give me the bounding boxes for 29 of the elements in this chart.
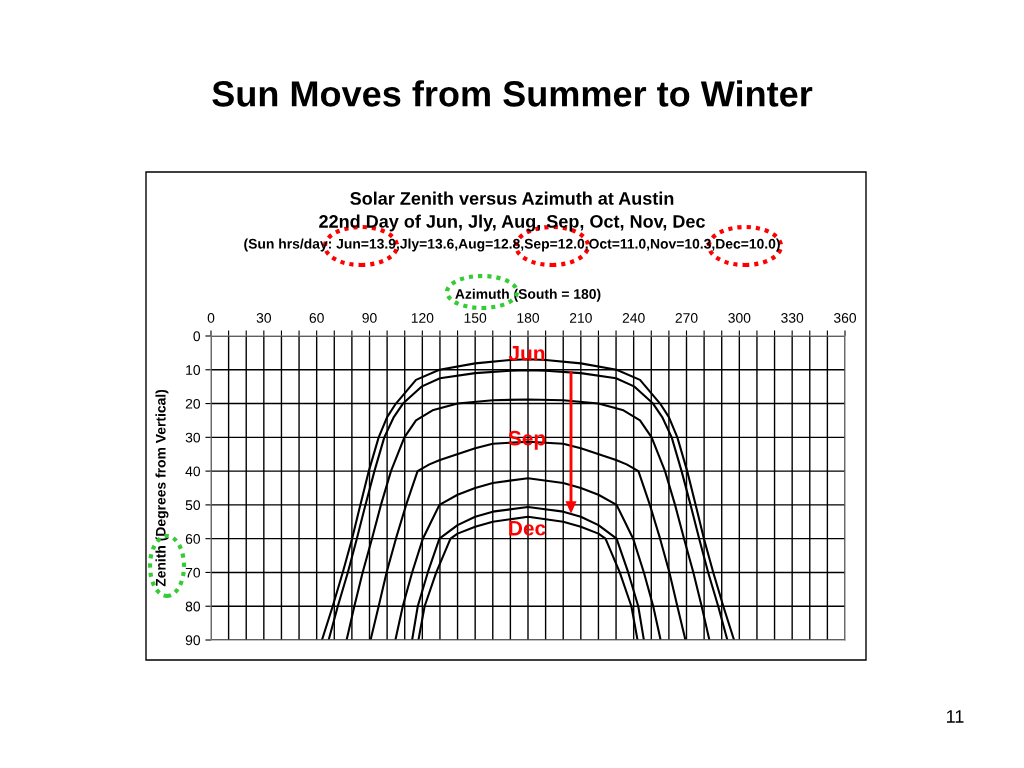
y-tick-label: 20: [185, 398, 201, 409]
y-tick-label: 80: [185, 601, 201, 612]
y-tick-label: 30: [185, 432, 201, 443]
y-tick-label: 10: [186, 365, 201, 375]
x-tick-label: 270: [675, 313, 698, 323]
x-tick-label: 180: [517, 313, 540, 323]
x-tick-label: 30: [256, 313, 272, 323]
text: 11: [947, 710, 964, 723]
x-tick-label: 240: [622, 313, 645, 323]
chart-subtitle: Solar Zenith versus Azimuth at Austin 22nd Day of Jun, Jly, Aug, Sep, Oct, Nov, Dec: [319, 191, 705, 232]
x-tick-label: 300: [728, 313, 751, 323]
x-tick-label: 360: [833, 313, 857, 323]
y-tick-label: 60: [185, 534, 201, 544]
y-tick-label: 40: [185, 466, 201, 477]
text: (Sun hrs/day: Jun=13.9,Jly=13.6,Aug=12.8,Sep=12.0,Oct=11.0,Nov=10.3,Dec=10.0): [244, 238, 780, 252]
y-tick-label: 50: [185, 500, 201, 511]
y-axis-title: Zenith (Degrees from Vertical): [155, 389, 169, 587]
x-axis-title: Azimuth (South = 180): [455, 288, 601, 302]
x-tick-label: 120: [411, 313, 434, 323]
y-tick-label: 0: [193, 331, 201, 342]
y-tick-label: 90: [185, 635, 201, 646]
x-tick-label: 60: [309, 313, 324, 323]
x-tick-label: 0: [207, 313, 215, 323]
x-tick-label: 90: [362, 313, 377, 323]
x-tick-label: 210: [569, 313, 592, 323]
chart-title: Sun Moves from Summer to Winter: [212, 80, 813, 107]
x-tick-label: 330: [781, 313, 804, 323]
y-tick-label: 70: [185, 567, 201, 578]
x-tick-label: 150: [464, 313, 487, 323]
